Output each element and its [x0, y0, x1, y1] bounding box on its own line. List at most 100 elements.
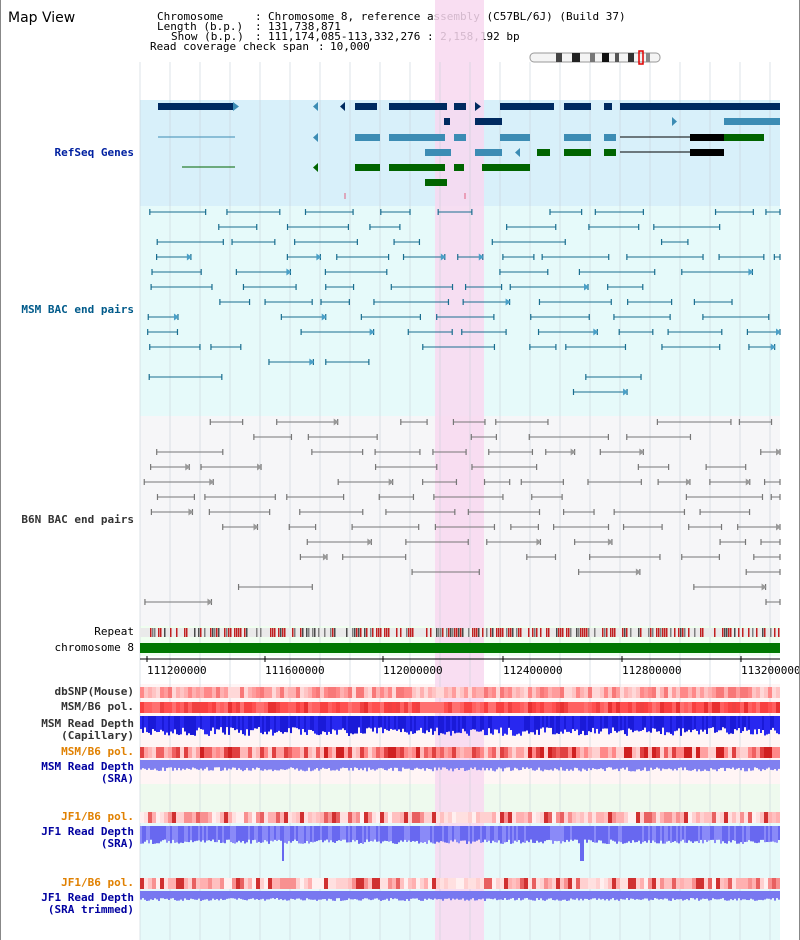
heat-cell [356, 687, 360, 698]
heat-cell [144, 878, 148, 889]
gene-block[interactable] [620, 103, 780, 110]
repeat-mark [412, 628, 414, 637]
msm-b6-pol-strip-1[interactable] [140, 702, 780, 713]
gene-block[interactable] [454, 164, 464, 171]
heat-cell [708, 878, 712, 889]
depth-bar [520, 891, 522, 901]
gene-block[interactable] [500, 134, 530, 141]
depth-bar [310, 760, 312, 772]
track-label-msm-b6-pol-2[interactable]: MSM/B6 pol. [61, 745, 134, 758]
track-label-jf1-depth-trimmed[interactable]: JF1 Read Depth [41, 891, 134, 904]
depth-bar [692, 826, 694, 843]
repeat-mark [302, 628, 304, 637]
dbsnp-heat-strip[interactable] [140, 687, 780, 698]
heat-cell [404, 687, 408, 698]
msm-bac-end-pairs[interactable] [147, 209, 781, 396]
heat-cell [504, 747, 508, 758]
gene-block[interactable] [444, 118, 450, 125]
heat-cell [164, 687, 168, 698]
depth-bar [482, 891, 484, 899]
depth-bar [210, 891, 212, 901]
gene-block[interactable] [389, 103, 447, 110]
gene-block[interactable] [454, 103, 466, 110]
track-label-msm-depth-sra[interactable]: MSM Read Depth [41, 760, 134, 773]
depth-bar [358, 716, 360, 728]
track-label-jf1-b6-pol-2[interactable]: JF1/B6 pol. [61, 876, 134, 889]
track-label-chromosome[interactable]: chromosome 8 [54, 641, 134, 654]
gene-block[interactable] [604, 149, 616, 156]
chromosome-ideogram[interactable] [529, 50, 661, 65]
gene-block[interactable] [564, 149, 591, 156]
gene-block[interactable] [355, 134, 380, 141]
depth-bar [210, 716, 212, 731]
track-label-jf1-b6-pol-1[interactable]: JF1/B6 pol. [61, 810, 134, 823]
depth-bar [526, 826, 528, 841]
gene-block[interactable] [158, 103, 233, 110]
track-label-repeat[interactable]: Repeat [94, 625, 134, 638]
gene-block[interactable] [475, 118, 502, 125]
depth-bar [344, 891, 346, 901]
gene-block[interactable] [355, 103, 377, 110]
heat-cell [764, 702, 768, 713]
gene-block[interactable] [690, 149, 724, 156]
refseq-genes[interactable] [158, 102, 780, 199]
gene-block[interactable] [425, 149, 451, 156]
track-label-dbsnp[interactable]: dbSNP(Mouse) [54, 685, 134, 698]
jf1-sra-depth-track[interactable] [140, 826, 780, 861]
heat-cell [168, 687, 172, 698]
track-label-refseq[interactable]: RefSeq Genes [54, 146, 134, 159]
depth-bar [446, 716, 448, 733]
gene-block[interactable] [389, 134, 445, 141]
gene-block[interactable] [475, 149, 502, 156]
depth-bar [164, 891, 166, 900]
gene-block[interactable] [724, 118, 780, 125]
heat-cell [376, 687, 380, 698]
depth-bar [608, 826, 610, 844]
track-label-msm-bac[interactable]: MSM BAC end pairs [21, 303, 134, 316]
chromosome-bar[interactable] [140, 643, 780, 653]
jf1-b6-pol-strip-1[interactable] [140, 812, 780, 823]
gene-block[interactable] [690, 134, 724, 141]
gene-block[interactable] [604, 134, 616, 141]
depth-bar [388, 826, 390, 842]
track-label-msm-b6-pol-1[interactable]: MSM/B6 pol. [61, 700, 134, 713]
jf1-b6-pol-strip-2[interactable] [140, 878, 780, 889]
msm-capillary-depth-track[interactable] [140, 716, 780, 736]
heat-cell [388, 747, 392, 758]
depth-bar [726, 716, 728, 733]
depth-bar [494, 760, 496, 772]
msm-b6-pol-strip-2[interactable] [140, 747, 780, 758]
gene-block[interactable] [724, 134, 764, 141]
track-label-b6n-bac[interactable]: B6N BAC end pairs [21, 513, 134, 526]
gene-block[interactable] [454, 134, 466, 141]
bac-end-arrow [207, 598, 213, 606]
gene-block[interactable] [355, 164, 380, 171]
depth-bar [660, 716, 662, 735]
depth-bar [190, 760, 192, 770]
track-label-jf1-depth-sra[interactable]: JF1 Read Depth [41, 825, 134, 838]
depth-bar [698, 826, 700, 843]
depth-bar [510, 891, 512, 899]
b6n-bac-end-pairs[interactable] [143, 418, 781, 606]
gene-block[interactable] [564, 134, 591, 141]
heat-cell [664, 687, 668, 698]
gene-block[interactable] [482, 164, 530, 171]
heat-cell [516, 747, 520, 758]
selected-region-highlight[interactable] [435, 0, 484, 940]
repeat-mark [722, 628, 724, 637]
gene-block[interactable] [425, 179, 447, 186]
repeat-track[interactable] [140, 628, 780, 637]
gene-block[interactable] [564, 103, 591, 110]
gene-block[interactable] [500, 103, 554, 110]
depth-bar [326, 891, 328, 901]
heat-cell [528, 687, 532, 698]
track-label-msm-depth-capillary[interactable]: MSM Read Depth [41, 717, 134, 730]
gene-block[interactable] [604, 103, 612, 110]
depth-bar [156, 760, 158, 771]
depth-bar [380, 891, 382, 901]
jf1-sra-trimmed-depth-track[interactable] [140, 891, 780, 901]
gene-block[interactable] [389, 164, 445, 171]
msm-sra-depth-track[interactable] [140, 760, 780, 772]
gene-block[interactable] [537, 149, 550, 156]
